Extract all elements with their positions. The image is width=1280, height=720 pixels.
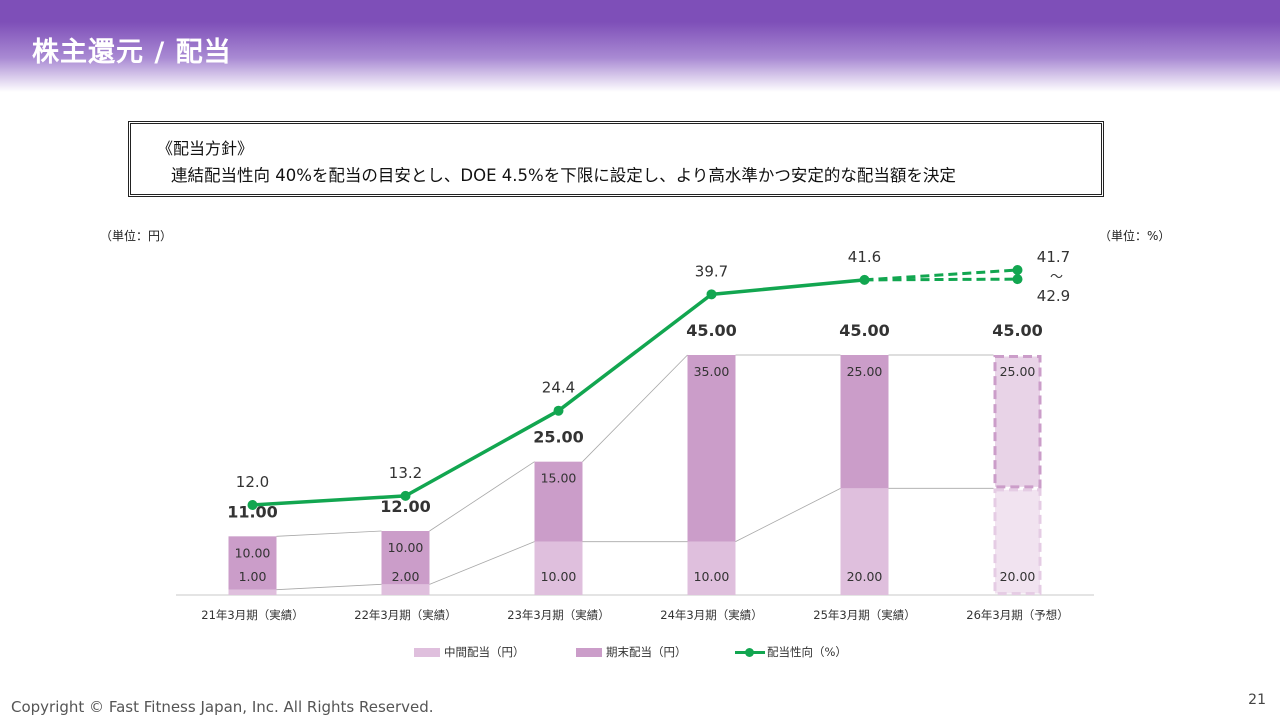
bar-year-end xyxy=(534,461,583,542)
header-banner: 株主還元 / 配当 xyxy=(0,0,1280,92)
payout-forecast-label-tilde: ～ xyxy=(1050,270,1063,285)
category-label: 26年3月期（予想） xyxy=(966,608,1068,622)
payout-point xyxy=(247,500,258,510)
payout-forecast-label-low: 42.9 xyxy=(1037,287,1070,305)
interim-connector-line xyxy=(429,541,535,585)
legend-year-end-swatch xyxy=(576,647,602,657)
category-label: 23年3月期（実績） xyxy=(507,608,609,622)
legend-year-end: 期末配当（円） xyxy=(576,644,687,660)
policy-text: 連結配当性向 40%を配当の目安とし、DOE 4.5%を下限に設定し、より高水準… xyxy=(171,166,956,185)
left-axis-unit: （単位：円） xyxy=(100,229,173,243)
interim-connector-line xyxy=(735,487,841,543)
year-end-value-label: 25.00 xyxy=(847,364,883,379)
legend-interim-label: 中間配当（円） xyxy=(444,645,525,659)
interim-value-label: 2.00 xyxy=(392,569,420,584)
bar-interim xyxy=(687,541,736,595)
bar-year-end xyxy=(840,355,889,489)
dividend-policy-box: 《配当方針》 連結配当性向 40%を配当の目安とし、DOE 4.5%を下限に設定… xyxy=(128,121,1104,197)
category-label: 21年3月期（実績） xyxy=(201,608,303,622)
bar-interim xyxy=(840,488,889,595)
payout-point xyxy=(859,274,870,285)
bar-year-end xyxy=(228,536,277,590)
year-end-value-label: 10.00 xyxy=(235,545,271,560)
total-connector-line xyxy=(429,461,535,532)
year-end-value-label: 15.00 xyxy=(541,471,577,486)
total-value-label: 45.00 xyxy=(839,321,890,340)
right-axis-unit: （単位：%） xyxy=(1099,229,1171,243)
bar-year-end xyxy=(687,355,736,542)
legend-interim: 中間配当（円） xyxy=(414,644,525,660)
legend-payout-label: 配当性向（%） xyxy=(767,645,847,659)
interim-value-label: 10.00 xyxy=(694,569,730,584)
year-end-value-label: 25.00 xyxy=(1000,364,1036,379)
bar-interim xyxy=(534,541,583,595)
category-label: 25年3月期（実績） xyxy=(813,608,915,622)
legend-payout: 配当性向（%） xyxy=(735,644,847,660)
bar-interim xyxy=(228,589,277,595)
total-value-label: 12.00 xyxy=(380,497,431,516)
payout-point xyxy=(553,405,564,416)
bar-interim-forecast xyxy=(993,488,1042,596)
payout-forecast-line-low xyxy=(864,277,1018,282)
payout-value-label: 24.4 xyxy=(542,379,575,397)
total-value-label: 45.00 xyxy=(686,321,737,340)
interim-value-label: 20.00 xyxy=(1000,569,1036,584)
policy-heading: 《配当方針》 xyxy=(157,139,254,158)
payout-forecast-point xyxy=(1012,265,1023,275)
legend-payout-swatch xyxy=(735,646,765,658)
interim-value-label: 10.00 xyxy=(541,569,577,584)
page-number: 21 xyxy=(1248,692,1266,708)
total-value-label: 11.00 xyxy=(227,502,278,521)
total-value-label: 45.00 xyxy=(992,321,1043,340)
copyright: Copyright © Fast Fitness Japan, Inc. All… xyxy=(11,698,434,716)
bar-year-end xyxy=(381,531,430,585)
category-label: 22年3月期（実績） xyxy=(354,608,456,622)
total-value-label: 25.00 xyxy=(533,428,584,447)
legend-interim-swatch xyxy=(414,647,440,657)
year-end-value-label: 35.00 xyxy=(694,364,730,379)
interim-value-label: 20.00 xyxy=(847,569,883,584)
payout-forecast-point xyxy=(1012,274,1023,285)
year-end-value-label: 10.00 xyxy=(388,540,424,555)
total-connector-line xyxy=(582,354,688,462)
payout-value-label: 12.0 xyxy=(236,473,269,491)
bar-year-end-forecast xyxy=(993,355,1042,489)
payout-point xyxy=(400,490,411,501)
page-title: 株主還元 / 配当 xyxy=(32,37,232,68)
payout-forecast-label-high: 41.7 xyxy=(1037,248,1070,266)
category-label: 24年3月期（実績） xyxy=(660,608,762,622)
payout-point xyxy=(706,289,717,300)
payout-value-label: 13.2 xyxy=(389,464,422,482)
interim-connector-line xyxy=(276,583,382,591)
legend-year-end-label: 期末配当（円） xyxy=(606,645,687,659)
payout-forecast-line-high xyxy=(864,268,1018,282)
payout-value-label: 41.6 xyxy=(848,248,881,266)
bar-interim xyxy=(381,584,430,595)
interim-value-label: 1.00 xyxy=(239,569,267,584)
payout-value-label: 39.7 xyxy=(695,262,728,280)
total-connector-line xyxy=(276,530,382,537)
